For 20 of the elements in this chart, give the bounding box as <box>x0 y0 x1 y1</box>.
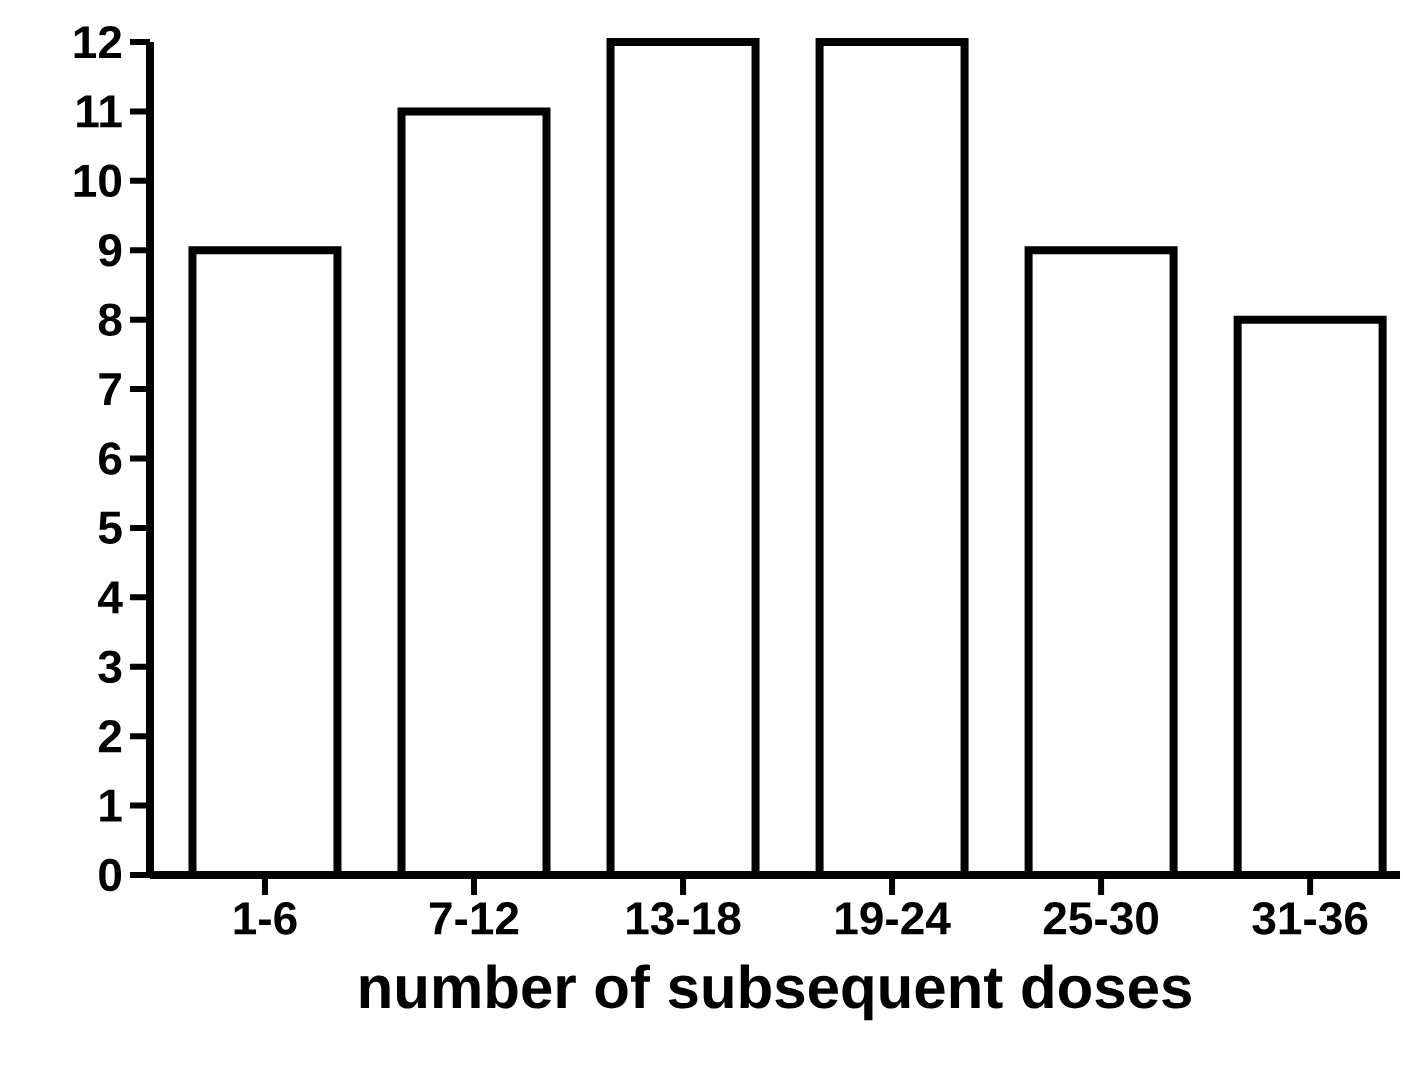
y-tick-label: 7 <box>99 373 121 405</box>
y-tick-label: 10 <box>74 164 122 198</box>
y-tick-label: 0 <box>99 858 122 892</box>
y-tick-label: 8 <box>98 303 122 336</box>
x-tick-label: 1-6 <box>234 902 297 935</box>
y-tick-label: 6 <box>99 442 122 475</box>
y-tick-label: 9 <box>98 233 122 267</box>
y-tick-label: 1 <box>100 789 122 822</box>
x-tick-label: 19-24 <box>836 902 951 935</box>
y-tick-label: 11 <box>77 95 122 128</box>
x-tick-label: 7-12 <box>429 902 519 935</box>
y-tick-label: 2 <box>98 720 122 753</box>
y-tick-label: 3 <box>98 650 122 684</box>
x-tick-label: 25-30 <box>1043 902 1159 935</box>
y-tick-label: 4 <box>98 581 123 614</box>
x-axis-title: number of subsequent doses <box>360 964 1191 1021</box>
y-tick-label: 12 <box>74 25 122 59</box>
x-tick-label: 13-18 <box>627 902 741 935</box>
x-tick-label: 31-36 <box>1252 902 1368 935</box>
y-tick-label: 5 <box>98 511 122 544</box>
